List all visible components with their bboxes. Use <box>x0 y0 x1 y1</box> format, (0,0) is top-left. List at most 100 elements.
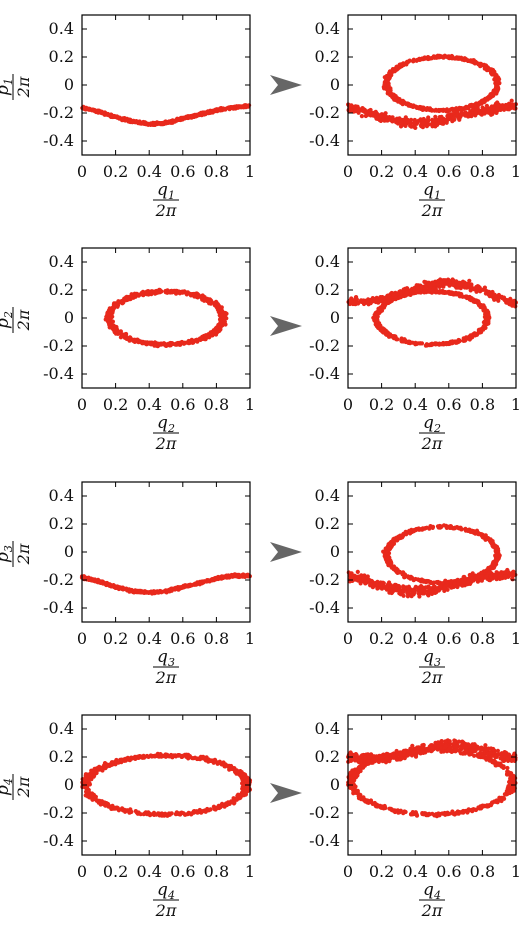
data-point <box>476 300 481 305</box>
data-point <box>119 299 124 304</box>
data-point <box>488 574 493 579</box>
data-point <box>374 298 380 303</box>
fraction-denominator: 2π <box>14 309 33 331</box>
x-tick-label: 1 <box>245 162 255 181</box>
data-point <box>105 112 110 117</box>
data-point <box>205 578 210 584</box>
x-tick-label: 0.6 <box>436 395 461 414</box>
data-point <box>196 112 201 117</box>
data-point <box>106 321 112 326</box>
data-point <box>494 570 499 575</box>
data-point <box>213 108 218 113</box>
data-point <box>382 82 387 87</box>
data-point <box>489 112 494 117</box>
data-point <box>446 55 451 60</box>
data-point <box>462 57 467 63</box>
data-point <box>436 588 441 593</box>
data-point <box>121 586 127 592</box>
data-point <box>410 591 415 597</box>
x-tick-label: 0.8 <box>470 629 495 648</box>
data-point <box>192 292 197 297</box>
data-point <box>106 312 111 317</box>
q-numerator: q2 <box>157 413 175 435</box>
fraction-denominator: 2π <box>155 668 177 687</box>
x-tick-label: 0.6 <box>436 162 461 181</box>
data-point <box>359 114 364 119</box>
data-point <box>144 289 149 294</box>
data-point <box>421 121 426 126</box>
data-point <box>440 342 445 347</box>
data-point <box>140 590 145 595</box>
data-point <box>435 54 441 59</box>
q-numerator: q3 <box>157 647 175 669</box>
data-point <box>386 297 391 302</box>
x-tick-label: 0 <box>77 395 87 414</box>
data-point <box>160 121 165 126</box>
data-point <box>478 64 483 69</box>
data-point <box>389 584 395 589</box>
data-point <box>474 105 479 111</box>
data-point <box>420 579 425 584</box>
data-point <box>222 319 227 324</box>
x-tick-label: 0.8 <box>204 162 229 181</box>
data-point <box>447 283 452 288</box>
data-point <box>452 581 457 586</box>
data-point <box>454 106 459 111</box>
y-tick-label: -0.4 <box>43 598 74 617</box>
data-point <box>393 98 398 103</box>
scatter-points <box>79 572 252 596</box>
data-point <box>173 586 178 591</box>
data-point <box>386 582 391 587</box>
data-point <box>468 298 474 303</box>
y-tick-label: 0.4 <box>49 19 74 38</box>
data-point <box>502 570 507 575</box>
data-point <box>378 298 384 303</box>
data-point <box>382 552 387 558</box>
data-point <box>494 85 499 91</box>
data-point <box>494 79 499 84</box>
y-tick-label: -0.4 <box>309 364 340 383</box>
y-tick-label: 0.2 <box>315 47 340 66</box>
data-point <box>454 340 459 345</box>
data-point <box>412 124 417 129</box>
data-point <box>214 325 219 330</box>
data-point <box>352 104 357 109</box>
data-point <box>473 59 478 64</box>
y-axis-label: p22π <box>0 307 33 333</box>
data-point <box>106 583 111 588</box>
x-tick-label: 0.4 <box>136 629 161 648</box>
data-point <box>134 291 139 296</box>
data-point <box>152 120 157 126</box>
data-point <box>387 71 392 76</box>
x-tick-label: 1 <box>511 395 520 414</box>
data-point <box>116 115 121 120</box>
data-point <box>474 285 480 290</box>
y-tick-label: 0.2 <box>315 280 340 299</box>
data-point <box>448 584 453 589</box>
data-point <box>356 110 361 115</box>
data-point <box>412 587 417 592</box>
data-point <box>96 578 101 583</box>
data-point <box>493 576 498 581</box>
data-point <box>376 309 381 314</box>
y-tick-label: 0.2 <box>49 47 74 66</box>
data-point <box>443 578 448 583</box>
x-tick-label: 0.6 <box>170 162 195 181</box>
data-point <box>485 313 490 318</box>
x-tick-label: 0.6 <box>170 395 195 414</box>
data-point <box>450 339 455 344</box>
data-point <box>377 324 383 329</box>
data-point <box>462 285 467 290</box>
data-point <box>434 580 439 585</box>
data-point <box>482 285 487 290</box>
data-point <box>487 570 492 575</box>
data-point <box>359 298 364 303</box>
data-point <box>432 584 437 589</box>
data-point <box>442 118 447 123</box>
y-tick-label: -0.2 <box>309 103 340 122</box>
x-tick-label: 1 <box>511 162 520 181</box>
data-point <box>464 335 469 340</box>
data-point <box>487 537 492 542</box>
plot-frame <box>347 481 517 623</box>
data-point <box>386 88 391 93</box>
